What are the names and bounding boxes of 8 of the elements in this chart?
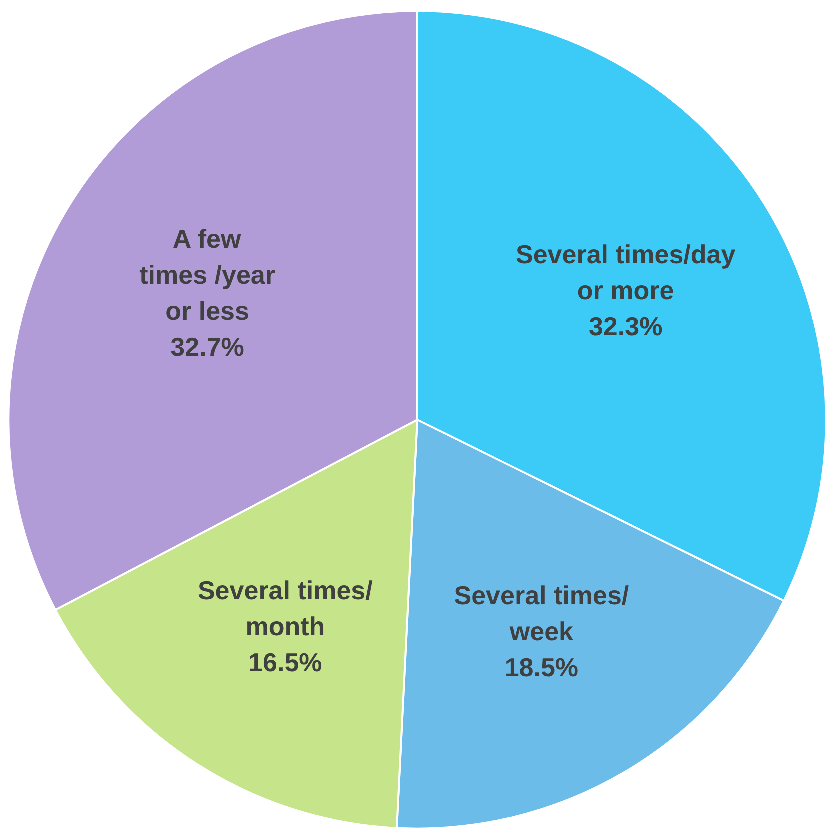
slice-label: Several times/ month <box>198 576 373 642</box>
data-label: 16.5% <box>248 648 322 678</box>
data-label: 32.3% <box>588 312 663 342</box>
data-label: 32.7% <box>170 332 244 362</box>
slice-label: Several times/ week <box>454 580 630 647</box>
slice-label: A few times /year or less <box>140 224 276 326</box>
slice-label: Several times/day or more <box>516 240 736 306</box>
data-label: 18.5% <box>504 652 579 683</box>
